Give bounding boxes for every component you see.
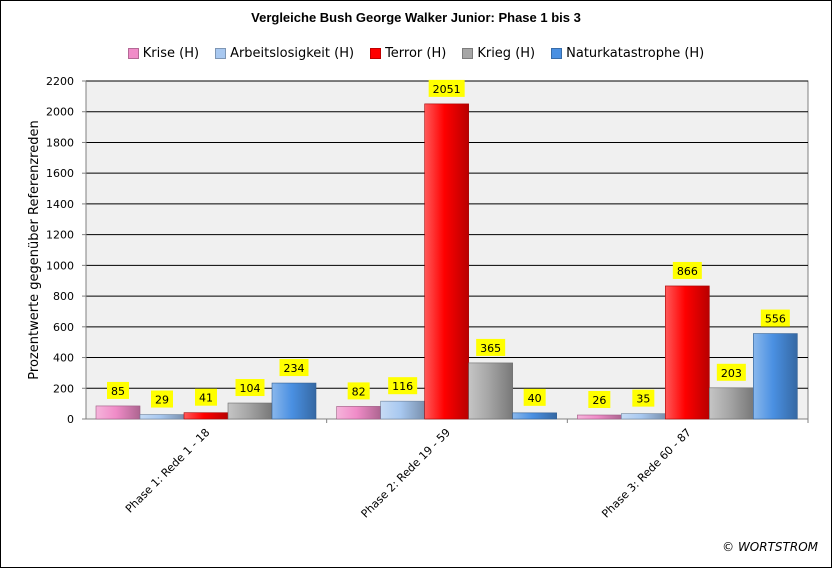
legend-label: Naturkatastrophe (H) [566,45,705,61]
y-tick-label: 800 [53,290,74,303]
legend-swatch [127,47,139,59]
bar [271,382,317,420]
x-tick-label: Phase 2: Rede 19 - 59 [359,426,454,521]
y-tick-label: 0 [67,413,74,426]
data-label: 40 [528,392,542,405]
data-label-box [195,388,217,406]
bar [665,285,710,420]
data-label-box [760,309,790,327]
data-label-box [672,261,702,279]
y-tick-label: 2000 [46,106,74,119]
y-tick-label: 1400 [46,198,74,211]
data-label: 116 [392,380,413,393]
legend-label: Krieg (H) [477,45,536,61]
data-label-box [347,382,370,400]
bar [468,362,513,420]
data-label-box [107,381,129,399]
data-label: 26 [592,394,606,407]
bar [139,414,185,420]
legend-item: Arbeitslosigkeit (H) [215,46,354,61]
legend-swatch [462,47,474,59]
bar [753,333,798,420]
data-label: 35 [636,393,650,406]
legend-item: Krieg (H) [462,46,535,61]
x-tick-label: Phase 1: Rede 1 - 18 [123,426,213,516]
data-label: 82 [352,385,366,398]
legend-swatch [215,47,227,59]
data-label-box [388,377,418,395]
legend-swatch [370,47,382,59]
data-label: 85 [111,385,125,398]
data-label-box [716,363,746,381]
bar [183,412,229,420]
legend-label: Arbeitslosigkeit (H) [230,45,355,61]
y-tick-label: 2200 [46,75,74,88]
data-label: 41 [199,392,213,405]
legend-label: Terror (H) [385,45,447,61]
data-label: 234 [284,362,305,375]
legend: Krise (H) Arbeitslosigkeit (H) Terror (H) K… [0,44,832,62]
data-label-box [428,79,465,97]
data-label-box [588,391,611,409]
bar [512,412,557,420]
copyright-watermark: © WORTSTROM [722,540,818,554]
copyright-symbol: © [722,540,735,554]
y-tick-label: 200 [53,382,74,395]
legend-item: Krise (H) [127,45,200,61]
legend-swatch [551,47,563,59]
legend-label: Krise (H) [142,45,200,61]
y-tick-label: 1800 [46,136,74,149]
data-label: 203 [721,367,742,380]
legend-item: Terror (H) [370,46,446,61]
data-label: 2051 [433,83,461,96]
data-label-box [523,388,546,406]
bar [424,103,469,420]
bar [380,400,425,420]
x-tick-label: Phase 3: Rede 60 - 87 [599,426,694,521]
y-tick-label: 1000 [46,259,74,272]
data-label-box [279,359,309,377]
data-label: 556 [765,313,786,326]
data-label-box [151,390,173,408]
bar [336,406,381,420]
legend-item: Naturkatastrophe (H) [551,46,704,61]
data-label-box [235,379,265,397]
y-tick-label: 400 [53,352,74,365]
data-label: 29 [155,394,169,407]
y-tick-label: 1200 [46,229,74,242]
bar [709,387,754,420]
data-label-box [632,389,655,407]
data-label: 104 [240,382,261,395]
bar [95,405,141,420]
y-axis-label: Prozentwerte gegenüber Referenzreden [27,120,42,379]
y-tick-label: 1600 [46,167,74,180]
data-label-box [476,338,506,356]
bar [621,413,666,420]
chart-title: Vergleiche Bush George Walker Junior: Ph… [251,10,581,25]
bar [577,414,622,420]
data-label: 365 [480,342,501,355]
data-label: 866 [677,265,698,278]
y-tick-label: 600 [53,321,74,334]
bar [227,402,273,420]
copyright-text: WORTSTROM [737,540,818,554]
